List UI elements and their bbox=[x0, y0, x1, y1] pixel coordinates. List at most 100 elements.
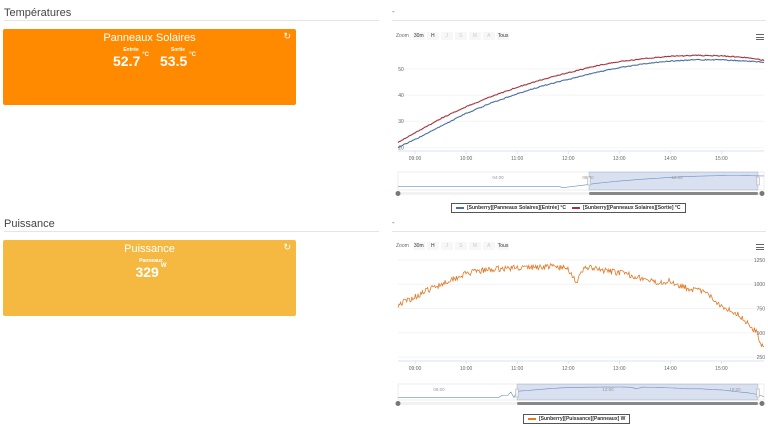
legend-item-inlet[interactable]: [Sunberry][Panneaux Solaires][Entrée] °C bbox=[456, 205, 566, 211]
zoom-30m-button[interactable]: 30m bbox=[412, 242, 425, 250]
x-tick-label: 15:00 bbox=[715, 366, 728, 372]
legend-item-panels[interactable]: [Sunberry][Puissance][Panneaux] W bbox=[528, 416, 625, 422]
scrollbar-track[interactable] bbox=[398, 192, 764, 195]
metric-outlet: Sortie 53.5 °C bbox=[158, 47, 198, 71]
x-tick-label: 15:00 bbox=[715, 156, 728, 162]
zoom-30m-button[interactable]: 30m bbox=[412, 32, 425, 40]
navigator-series bbox=[398, 175, 765, 188]
x-tick-label: 11:00 bbox=[511, 366, 523, 372]
metric-unit: °C bbox=[189, 52, 196, 58]
x-tick-label: 12:00 bbox=[562, 156, 575, 162]
zoom-label: Zoom bbox=[396, 33, 409, 39]
navigator-tick-label: 04:00 bbox=[492, 175, 504, 180]
chart-title-dash: - bbox=[392, 7, 395, 16]
zoom-all-button[interactable]: Tous bbox=[496, 242, 510, 250]
x-tick-label: 13:00 bbox=[613, 366, 626, 372]
metric-label: Panneaux bbox=[139, 258, 163, 264]
legend-item-outlet[interactable]: [Sunberry][Panneaux Solaires][Sortie] °C bbox=[571, 205, 681, 211]
metric-value: 53.5 bbox=[160, 53, 188, 69]
y-tick-label: 750 bbox=[757, 307, 766, 313]
hamburger-menu-icon[interactable] bbox=[756, 34, 764, 42]
y-tick-label: 40 bbox=[398, 93, 404, 99]
section-divider bbox=[4, 231, 379, 232]
zoom-day-button[interactable]: J bbox=[440, 242, 453, 250]
navigator-tick-label: 12:00 bbox=[671, 175, 683, 180]
x-tick-label: 14:00 bbox=[664, 366, 677, 372]
scrollbar-thumb[interactable] bbox=[589, 192, 758, 195]
metric-unit: °C bbox=[142, 52, 149, 58]
zoom-month-button[interactable]: M bbox=[468, 32, 481, 40]
y-tick-label: 250 bbox=[757, 355, 766, 361]
x-tick-label: 09:00 bbox=[409, 366, 422, 372]
zoom-day-button[interactable]: J bbox=[440, 32, 453, 40]
series-line[interactable] bbox=[397, 54, 765, 144]
power-tile: Puissance ↻ Panneaux 329 W bbox=[3, 240, 296, 316]
x-tick-label: 14:00 bbox=[664, 156, 677, 162]
x-tick-label: 12:00 bbox=[562, 366, 575, 372]
x-tick-label: 11:00 bbox=[511, 156, 523, 162]
refresh-icon[interactable]: ↻ bbox=[283, 242, 291, 252]
metric-label: Sortie bbox=[170, 47, 186, 53]
navigator-tick-label: 12:00 bbox=[602, 387, 614, 392]
hamburger-menu-icon[interactable] bbox=[756, 244, 764, 252]
zoom-week-button[interactable]: S bbox=[454, 242, 467, 250]
navigator-series bbox=[398, 386, 765, 399]
navigator-handle[interactable] bbox=[756, 388, 760, 398]
metric-panels: Panneaux 329 W bbox=[131, 258, 171, 282]
zoom-hour-button[interactable]: H bbox=[426, 32, 439, 40]
series-line[interactable] bbox=[397, 262, 765, 348]
tile-title: Panneaux Solaires bbox=[103, 32, 196, 44]
scrollbar-right-button[interactable] bbox=[759, 191, 765, 196]
scrollbar-left-button[interactable] bbox=[395, 191, 401, 196]
section-title-power: Puissance bbox=[4, 218, 55, 230]
y-tick-label: 20 bbox=[398, 145, 404, 151]
solar-panels-tile: Panneaux Solaires ↻ Entrée 52.7 °C Sortie… bbox=[3, 29, 296, 105]
temperature-legend: [Sunberry][Panneaux Solaires][Entrée] °C… bbox=[451, 203, 686, 213]
power-legend: [Sunberry][Puissance][Panneaux] W bbox=[523, 414, 631, 424]
chart-title-dash: - bbox=[392, 218, 395, 227]
scrollbar-thumb[interactable] bbox=[517, 402, 758, 405]
metric-unit: W bbox=[160, 263, 167, 269]
y-tick-label: 1000 bbox=[754, 282, 765, 288]
x-tick-label: 13:00 bbox=[613, 156, 626, 162]
y-tick-label: 30 bbox=[398, 119, 404, 125]
zoom-year-button[interactable]: A bbox=[482, 242, 495, 250]
scrollbar-left-button[interactable] bbox=[395, 401, 401, 406]
navigator[interactable] bbox=[397, 171, 765, 191]
navigator-handle[interactable] bbox=[515, 388, 519, 398]
metric-inlet: Entrée 52.7 °C bbox=[111, 47, 151, 71]
series-line[interactable] bbox=[397, 58, 765, 149]
zoom-year-button[interactable]: A bbox=[482, 32, 495, 40]
section-divider bbox=[4, 20, 379, 21]
zoom-week-button[interactable]: S bbox=[454, 32, 467, 40]
x-tick-label: 10:00 bbox=[460, 366, 473, 372]
x-tick-label: 09:00 bbox=[409, 156, 422, 162]
section-divider bbox=[392, 231, 766, 232]
section-title-temperatures: Températures bbox=[4, 7, 72, 19]
metric-label: Entrée bbox=[123, 47, 139, 53]
scrollbar-right-button[interactable] bbox=[759, 401, 765, 406]
navigator-handle[interactable] bbox=[587, 176, 591, 186]
legend-label: [Sunberry][Panneaux Solaires][Entrée] °C bbox=[467, 205, 566, 211]
zoom-hour-button[interactable]: H bbox=[426, 242, 439, 250]
navigator-selection[interactable] bbox=[516, 383, 759, 401]
metric-value: 329 bbox=[135, 264, 159, 280]
section-divider bbox=[392, 20, 766, 21]
zoom-label: Zoom bbox=[396, 243, 409, 249]
zoom-all-button[interactable]: Tous bbox=[496, 32, 510, 40]
navigator-tick-label: 18:00 bbox=[729, 387, 741, 392]
y-tick-label: 1250 bbox=[754, 258, 765, 264]
refresh-icon[interactable]: ↻ bbox=[283, 31, 291, 41]
navigator-tick-label: 06:00 bbox=[433, 387, 445, 392]
power-chart: 250 500 750 1000 1250 09:00 10:00 11:00 12:00 13:… bbox=[395, 258, 766, 406]
tile-title: Puissance bbox=[124, 243, 175, 255]
legend-label: [Sunberry][Puissance][Panneaux] W bbox=[539, 416, 626, 422]
metric-value: 52.7 bbox=[113, 53, 141, 69]
legend-label: [Sunberry][Panneaux Solaires][Sortie] °C bbox=[582, 205, 681, 211]
navigator-handle[interactable] bbox=[756, 176, 760, 186]
zoom-toolbar-temperature: Zoom 30m H J S M A Tous bbox=[396, 31, 511, 41]
x-tick-label: 10:00 bbox=[460, 156, 473, 162]
zoom-toolbar-power: Zoom 30m H J S M A Tous bbox=[396, 241, 511, 251]
zoom-month-button[interactable]: M bbox=[468, 242, 481, 250]
temperature-chart: 20 30 40 50 09:00 10:00 11:00 12:00 13:00 14:00 15… bbox=[395, 54, 765, 196]
